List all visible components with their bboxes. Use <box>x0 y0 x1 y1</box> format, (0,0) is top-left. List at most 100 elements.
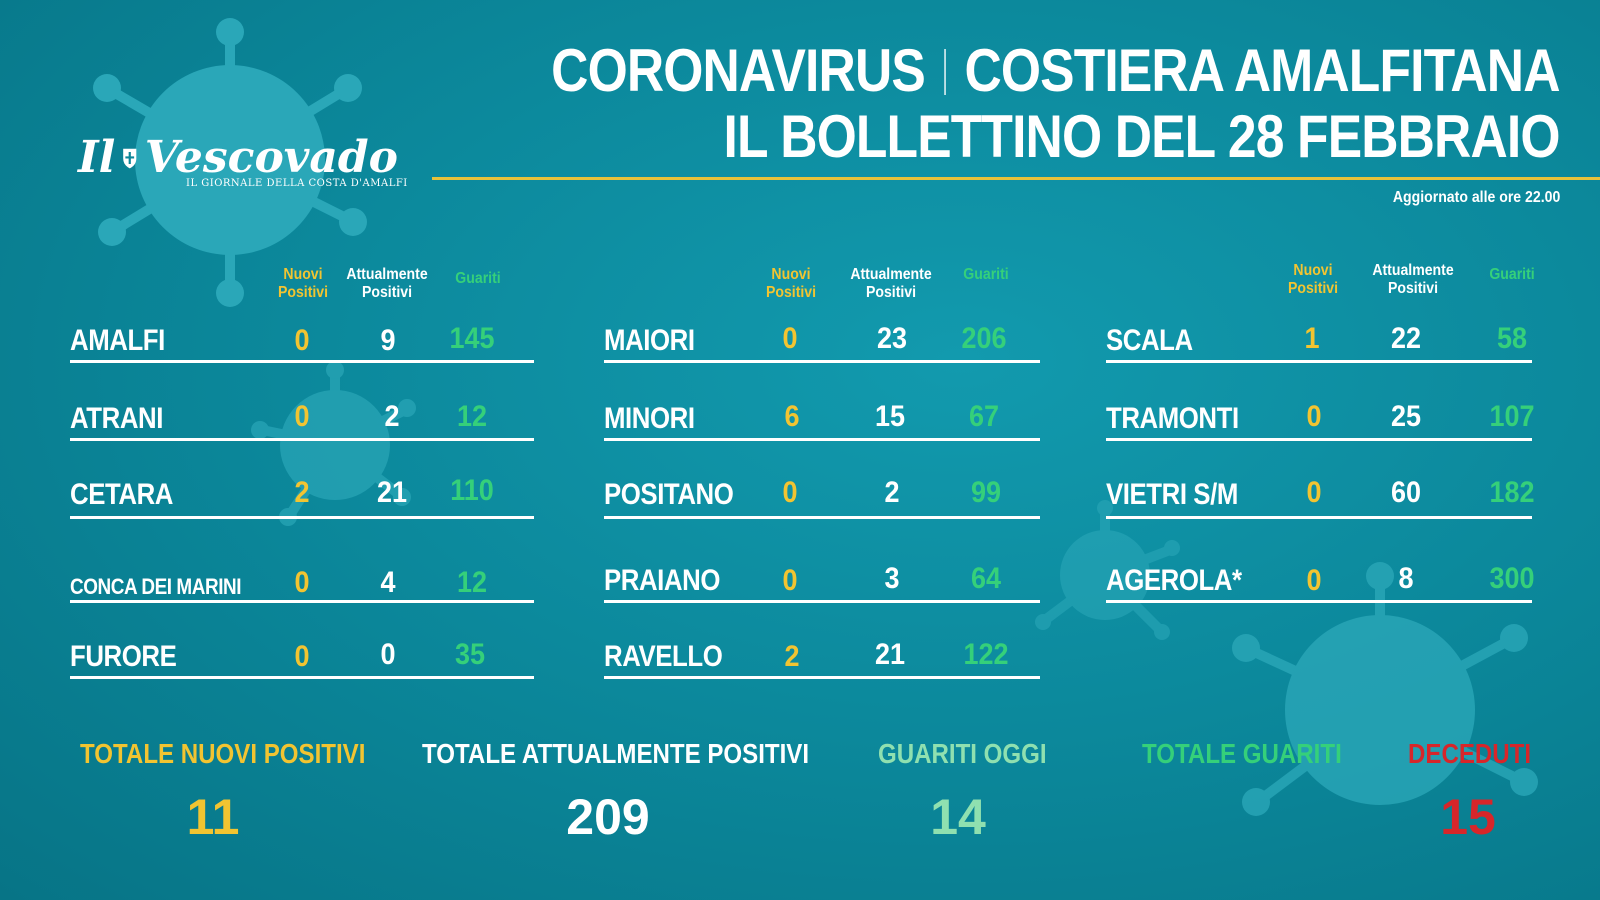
value-nuovi: 0 <box>782 476 798 509</box>
value-nuovi: 0 <box>294 324 310 357</box>
row-underline <box>70 516 534 519</box>
value-guariti: 58 <box>1496 322 1528 355</box>
town-name: AMALFI <box>70 324 165 357</box>
row-underline <box>70 600 534 603</box>
town-name: RAVELLO <box>604 640 723 673</box>
value-nuovi: 0 <box>1306 564 1322 597</box>
value-guariti: 12 <box>456 400 488 433</box>
value-nuovi: 0 <box>782 564 798 597</box>
colhead-guariti-1: Guariti <box>455 270 501 287</box>
town-name: ATRANI <box>70 402 163 435</box>
value-nuovi: 0 <box>1306 476 1322 509</box>
colhead-nuovi-2: Nuovi Positivi <box>765 266 817 301</box>
town-name: PRAIANO <box>604 564 720 597</box>
value-attualmente: 2 <box>384 400 400 433</box>
value-nuovi: 0 <box>294 640 310 673</box>
value-nuovi: 0 <box>782 322 798 355</box>
guariti-oggi-value: 14 <box>930 789 986 845</box>
deceduti-label: DECEDUTI <box>1408 738 1532 769</box>
colhead-guariti-3: Guariti <box>1489 266 1535 283</box>
colhead-nuovi-1: Nuovi Positivi <box>277 266 329 301</box>
total-nuovi-value: 11 <box>186 789 240 845</box>
value-attualmente: 4 <box>380 566 396 599</box>
header-divider <box>432 177 1600 180</box>
value-guariti: 182 <box>1489 476 1535 509</box>
value-guariti: 99 <box>970 476 1002 509</box>
town-name: CETARA <box>70 478 174 511</box>
updated-time: Aggiornato alle ore 22.00 <box>1392 189 1560 206</box>
row-underline <box>1106 360 1532 363</box>
virus-decoration-large <box>93 18 367 307</box>
colhead-attualmente-2: Attualmente Positivi <box>850 266 932 301</box>
value-attualmente: 25 <box>1390 400 1422 433</box>
town-name: MAIORI <box>604 324 695 357</box>
value-nuovi: 0 <box>294 400 310 433</box>
title-coronavirus: CORONAVIRUS <box>551 37 927 104</box>
value-attualmente: 0 <box>380 638 396 671</box>
value-attualmente: 8 <box>1398 562 1414 595</box>
value-guariti: 12 <box>456 566 488 599</box>
value-nuovi: 0 <box>1306 400 1322 433</box>
row-underline <box>1106 600 1532 603</box>
logo-name-right: Vescovado <box>144 132 398 183</box>
logo-il-vescovado: Il Vescovado IL GIORNALE DELLA COSTA D'A… <box>78 132 407 189</box>
row-underline <box>1106 438 1532 441</box>
value-guariti: 35 <box>454 638 486 671</box>
deceduti-value: 15 <box>1440 789 1496 845</box>
row-underline <box>604 676 1040 679</box>
value-nuovi: 2 <box>784 640 800 673</box>
total-nuovi-label: TOTALE NUOVI POSITIVI <box>80 738 366 769</box>
value-attualmente: 15 <box>874 400 906 433</box>
colhead-nuovi-3: Nuovi Positivi <box>1287 262 1339 297</box>
value-nuovi: 6 <box>784 400 800 433</box>
town-name: FURORE <box>70 640 177 673</box>
row-underline <box>604 360 1040 363</box>
value-attualmente: 22 <box>1390 322 1422 355</box>
row-underline <box>70 438 534 441</box>
row-underline <box>1106 516 1532 519</box>
row-underline <box>604 438 1040 441</box>
row-underline <box>604 600 1040 603</box>
value-attualmente: 2 <box>884 476 900 509</box>
virus-decoration-right <box>1232 562 1538 816</box>
town-name: SCALA <box>1106 324 1193 357</box>
town-name: VIETRI S/M <box>1106 478 1238 511</box>
value-nuovi: 0 <box>294 566 310 599</box>
colhead-attualmente-3: Attualmente Positivi <box>1372 262 1454 297</box>
colhead-attualmente-1: Attualmente Positivi <box>346 266 428 301</box>
total-attualmente-label: TOTALE ATTUALMENTE POSITIVI <box>422 738 810 769</box>
town-name: POSITANO <box>604 478 734 511</box>
page-title: CORONAVIRUS COSTIERA AMALFITANA IL BOLLET… <box>551 37 1561 170</box>
town-name: MINORI <box>604 402 695 435</box>
value-nuovi: 2 <box>294 476 310 509</box>
row-underline <box>70 676 534 679</box>
totale-guariti-label: TOTALE GUARITI <box>1142 738 1342 769</box>
value-guariti: 64 <box>970 562 1002 595</box>
row-underline <box>604 516 1040 519</box>
value-attualmente: 21 <box>874 638 906 671</box>
town-name: CONCA DEI MARINI <box>70 574 242 599</box>
value-attualmente: 21 <box>376 476 408 509</box>
title-bollettino: IL BOLLETTINO DEL 28 FEBBRAIO <box>723 103 1561 170</box>
value-guariti: 110 <box>450 474 494 507</box>
value-guariti: 300 <box>1489 562 1535 595</box>
shield-cross-icon <box>123 148 137 168</box>
town-name: TRAMONTI <box>1106 402 1239 435</box>
guariti-oggi-label: GUARITI OGGI <box>878 738 1047 769</box>
virus-decoration-mid <box>251 361 416 526</box>
town-name: AGEROLA* <box>1106 564 1242 597</box>
value-attualmente: 23 <box>876 322 908 355</box>
value-guariti: 145 <box>449 322 495 355</box>
value-nuovi: 1 <box>1304 322 1320 355</box>
total-attualmente-value: 209 <box>566 789 650 845</box>
value-guariti: 107 <box>1489 400 1535 433</box>
value-attualmente: 3 <box>884 562 900 595</box>
value-guariti: 67 <box>968 400 1000 433</box>
value-guariti: 122 <box>963 638 1009 671</box>
value-guariti: 206 <box>961 322 1007 355</box>
colhead-guariti-2: Guariti <box>963 266 1009 283</box>
logo-tagline: IL GIORNALE DELLA COSTA D'AMALFI <box>186 178 408 189</box>
title-costiera: COSTIERA AMALFITANA <box>964 37 1561 104</box>
value-attualmente: 9 <box>380 324 396 357</box>
logo-name-left: Il <box>78 132 116 183</box>
